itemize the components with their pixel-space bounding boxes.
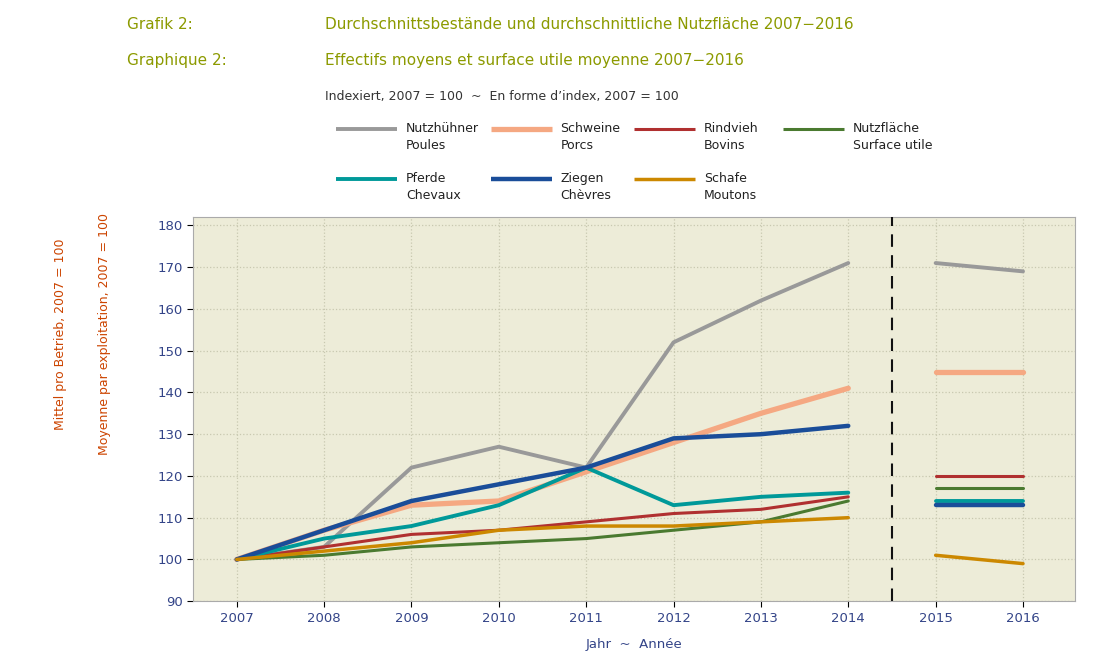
Text: Schweine
Porcs: Schweine Porcs (560, 122, 620, 152)
Text: Indexiert, 2007 = 100  ~  En forme d’index, 2007 = 100: Indexiert, 2007 = 100 ~ En forme d’index… (325, 90, 679, 103)
Text: Schafe
Moutons: Schafe Moutons (704, 172, 757, 202)
Text: Durchschnittsbestände und durchschnittliche Nutzfläche 2007−2016: Durchschnittsbestände und durchschnittli… (325, 17, 854, 31)
Text: Mittel pro Betrieb, 2007 = 100: Mittel pro Betrieb, 2007 = 100 (54, 238, 67, 430)
Text: Moyenne par exploitation, 2007 = 100: Moyenne par exploitation, 2007 = 100 (98, 213, 111, 455)
Text: Grafik 2:: Grafik 2: (127, 17, 193, 31)
Text: Pferde
Chevaux: Pferde Chevaux (406, 172, 461, 202)
Text: Nutzfläche
Surface utile: Nutzfläche Surface utile (853, 122, 932, 152)
Text: Rindvieh
Bovins: Rindvieh Bovins (704, 122, 759, 152)
Text: Graphique 2:: Graphique 2: (127, 53, 226, 68)
Text: Nutzhühner
Poules: Nutzhühner Poules (406, 122, 479, 152)
Text: Ziegen
Chèvres: Ziegen Chèvres (560, 172, 611, 202)
Text: Jahr  ~  Année: Jahr ~ Année (586, 639, 683, 651)
Text: Effectifs moyens et surface utile moyenne 2007−2016: Effectifs moyens et surface utile moyenn… (325, 53, 745, 68)
